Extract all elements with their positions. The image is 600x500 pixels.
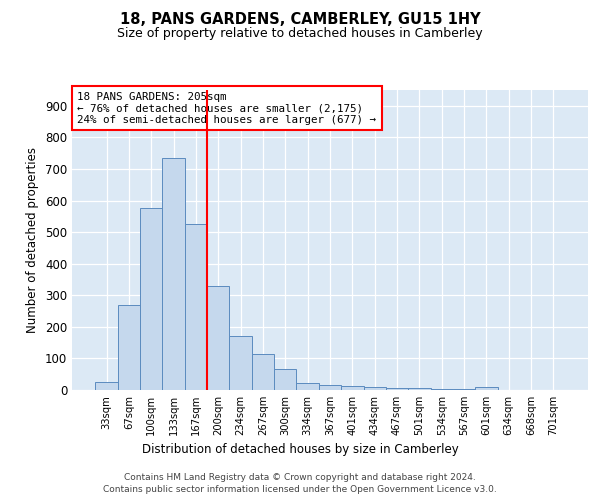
Text: Contains HM Land Registry data © Crown copyright and database right 2024.: Contains HM Land Registry data © Crown c… [124, 472, 476, 482]
Bar [453, 389, 475, 390]
Bar [118, 304, 140, 390]
Bar [95, 382, 118, 390]
Text: Contains public sector information licensed under the Open Government Licence v3: Contains public sector information licen… [103, 485, 497, 494]
Bar [207, 286, 229, 390]
Bar [296, 383, 319, 390]
Bar [341, 386, 364, 390]
Bar [252, 354, 274, 390]
Y-axis label: Number of detached properties: Number of detached properties [26, 147, 40, 333]
Text: 18 PANS GARDENS: 205sqm
← 76% of detached houses are smaller (2,175)
24% of semi: 18 PANS GARDENS: 205sqm ← 76% of detache… [77, 92, 376, 124]
Bar [274, 370, 296, 390]
Text: 18, PANS GARDENS, CAMBERLEY, GU15 1HY: 18, PANS GARDENS, CAMBERLEY, GU15 1HY [119, 12, 481, 28]
Bar [408, 388, 431, 390]
Bar [319, 386, 341, 390]
Bar [364, 387, 386, 390]
Bar [431, 388, 453, 390]
Bar [185, 224, 207, 390]
Bar [229, 336, 252, 390]
Text: Distribution of detached houses by size in Camberley: Distribution of detached houses by size … [142, 442, 458, 456]
Bar [386, 388, 408, 390]
Bar [163, 158, 185, 390]
Text: Size of property relative to detached houses in Camberley: Size of property relative to detached ho… [117, 28, 483, 40]
Bar [140, 208, 163, 390]
Bar [475, 388, 497, 390]
